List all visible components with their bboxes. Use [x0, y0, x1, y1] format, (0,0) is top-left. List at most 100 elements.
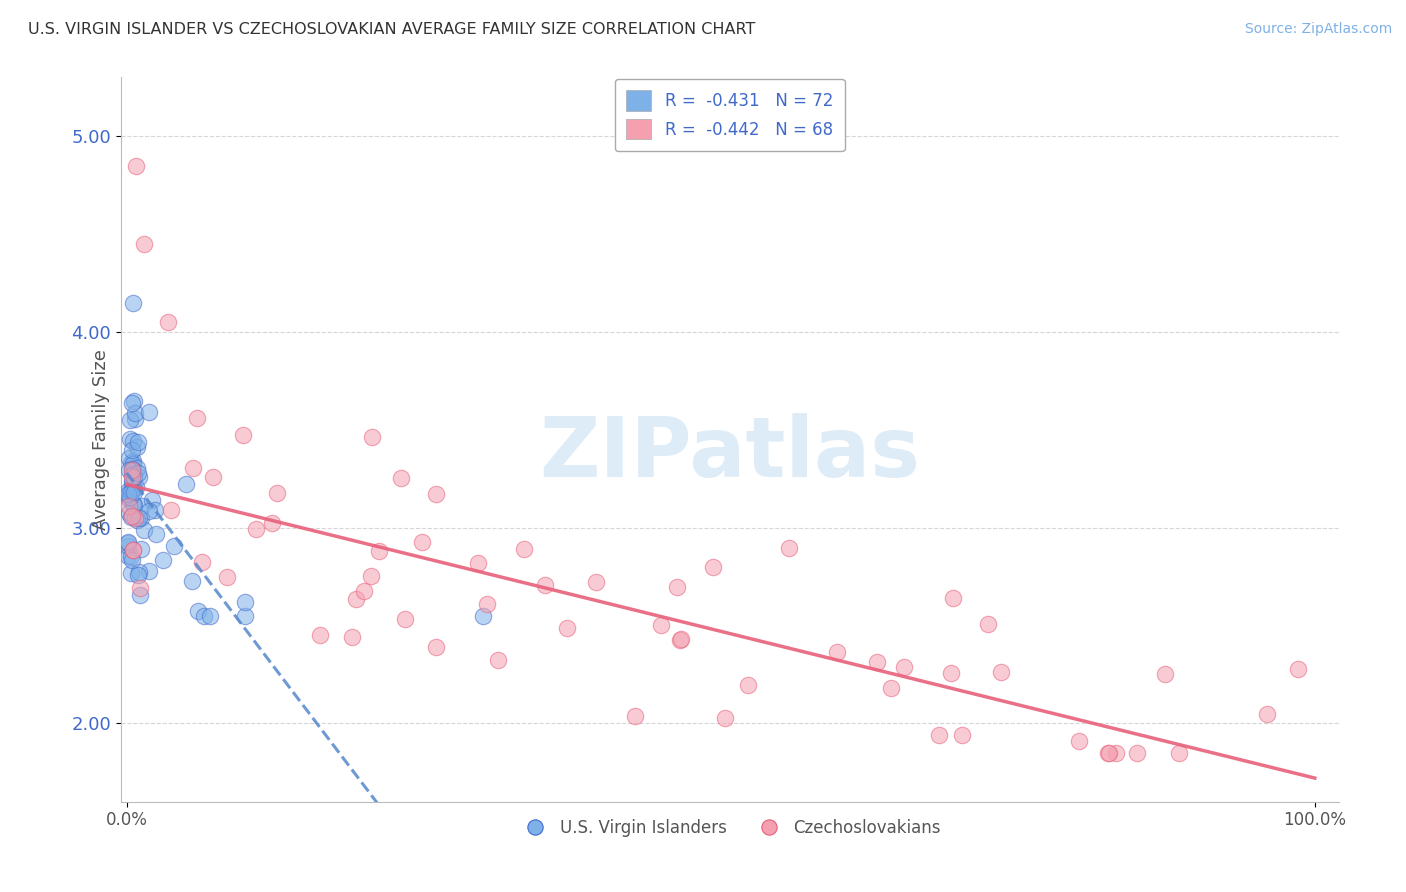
Point — [193, 608, 215, 623]
Point — [174, 476, 197, 491]
Point — [127, 568, 149, 582]
Point — [138, 503, 160, 517]
Point — [340, 630, 363, 644]
Point — [121, 457, 143, 471]
Point — [131, 500, 153, 514]
Point — [928, 727, 950, 741]
Point — [266, 485, 288, 500]
Point — [128, 511, 150, 525]
Legend: U.S. Virgin Islanders, Czechoslovakians: U.S. Virgin Islanders, Czechoslovakians — [512, 813, 948, 844]
Point — [138, 564, 160, 578]
Point — [117, 539, 139, 553]
Point — [121, 468, 143, 483]
Point — [389, 471, 412, 485]
Point — [117, 486, 139, 500]
Point — [1126, 746, 1149, 760]
Point — [129, 582, 152, 596]
Point — [124, 412, 146, 426]
Point — [152, 553, 174, 567]
Point — [825, 645, 848, 659]
Text: ZIPatlas: ZIPatlas — [538, 414, 920, 494]
Point — [118, 450, 141, 465]
Point — [669, 633, 692, 648]
Point — [120, 549, 142, 563]
Point — [145, 526, 167, 541]
Point — [129, 541, 152, 556]
Point — [128, 588, 150, 602]
Point — [235, 608, 257, 623]
Point — [623, 708, 645, 723]
Point — [127, 466, 149, 480]
Point — [121, 484, 143, 499]
Point — [1154, 667, 1177, 681]
Point — [122, 470, 145, 484]
Point — [129, 510, 152, 524]
Point — [714, 710, 737, 724]
Point — [122, 454, 145, 468]
Point — [941, 666, 963, 681]
Point — [1105, 746, 1128, 760]
Point — [121, 396, 143, 410]
Point — [124, 511, 146, 525]
Point — [120, 484, 142, 499]
Point — [118, 486, 141, 500]
Point — [132, 523, 155, 537]
Point — [778, 541, 800, 556]
Point — [472, 608, 495, 623]
Point — [425, 640, 447, 654]
Point — [235, 595, 257, 609]
Point — [120, 456, 142, 470]
Point — [157, 315, 180, 329]
Point — [125, 460, 148, 475]
Point — [122, 480, 145, 494]
Point — [942, 591, 965, 605]
Point — [187, 604, 209, 618]
Point — [488, 653, 510, 667]
Point — [411, 535, 433, 549]
Point — [127, 513, 149, 527]
Point — [344, 591, 367, 606]
Point — [353, 583, 375, 598]
Point — [121, 442, 143, 457]
Point — [121, 463, 143, 477]
Point — [122, 394, 145, 409]
Point — [232, 428, 254, 442]
Point — [1097, 746, 1119, 760]
Point — [1069, 733, 1091, 747]
Point — [557, 621, 579, 635]
Point — [122, 434, 145, 448]
Point — [360, 568, 382, 582]
Point — [186, 411, 208, 425]
Point — [513, 541, 536, 556]
Point — [245, 522, 267, 536]
Point — [121, 508, 143, 523]
Point — [121, 295, 143, 310]
Point — [866, 655, 889, 669]
Point — [650, 618, 672, 632]
Point — [143, 502, 166, 516]
Point — [128, 565, 150, 579]
Text: U.S. VIRGIN ISLANDER VS CZECHOSLOVAKIAN AVERAGE FAMILY SIZE CORRELATION CHART: U.S. VIRGIN ISLANDER VS CZECHOSLOVAKIAN … — [28, 22, 755, 37]
Point — [118, 499, 141, 513]
Point — [1286, 663, 1309, 677]
Point — [122, 499, 145, 513]
Point — [122, 543, 145, 558]
Point — [367, 543, 389, 558]
Point — [533, 578, 555, 592]
Point — [361, 430, 384, 444]
Point — [1098, 746, 1121, 760]
Point — [117, 462, 139, 476]
Point — [425, 487, 447, 501]
Point — [125, 159, 148, 173]
Point — [118, 491, 141, 506]
Point — [117, 484, 139, 499]
Point — [127, 440, 149, 454]
Point — [191, 555, 214, 569]
Point — [585, 574, 607, 589]
Point — [121, 553, 143, 567]
Point — [467, 556, 489, 570]
Point — [125, 480, 148, 494]
Point — [118, 490, 141, 504]
Point — [120, 509, 142, 524]
Point — [394, 613, 416, 627]
